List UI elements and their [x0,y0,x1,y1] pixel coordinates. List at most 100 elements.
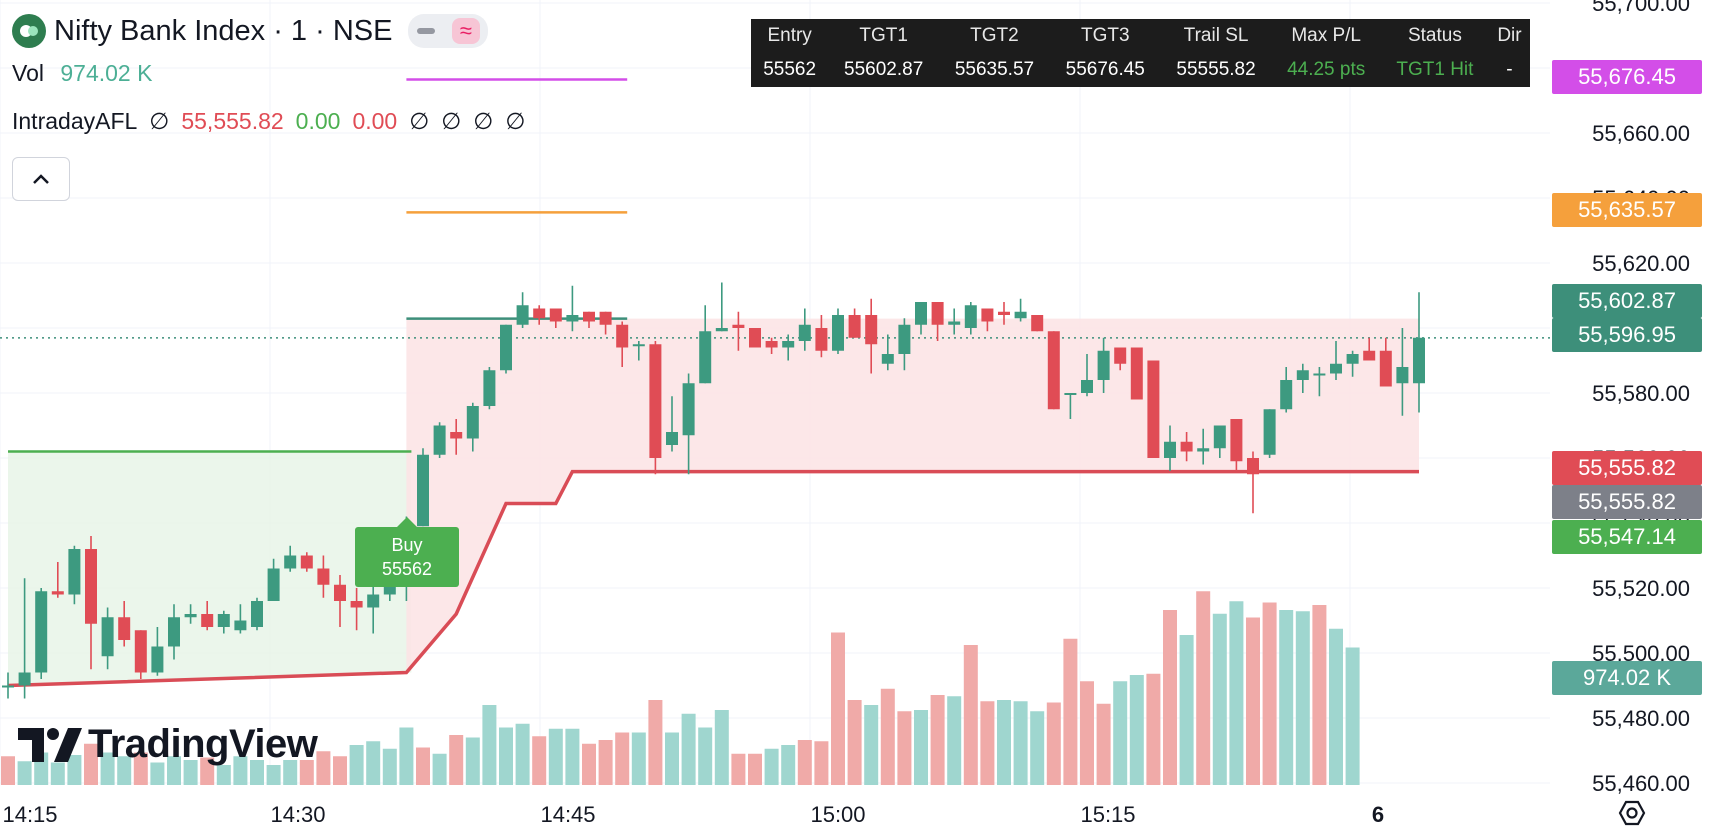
info-header: TGT1 [859,25,908,46]
info-tgt3: 55676.45 [1065,59,1145,80]
candle-body [1197,448,1210,452]
collapse-legend-button[interactable] [12,157,70,201]
gear-outline [1618,800,1646,826]
symbol-title[interactable]: Nifty Bank Index · 1 · NSE [54,14,393,47]
candle-body [898,324,911,354]
candle-body [782,341,795,348]
candle-body [251,601,263,627]
candle-body [516,305,529,325]
info-status: TGT1 Hit [1396,59,1474,80]
volume-bar [548,728,563,785]
candle-body [632,344,645,347]
candle-body [201,614,214,627]
volume-bar [117,756,132,785]
volume-bar [349,745,364,785]
volume-bar [250,760,264,785]
volume-bar [714,710,729,785]
indicator-legend[interactable]: IntradayAFL ∅ 55,555.82 0.00 0.00 ∅ ∅ ∅ … [12,104,525,138]
y-axis-tick-label: 55,480.00 [1592,706,1690,731]
candle-body [998,311,1010,315]
candle-body [981,308,994,322]
candle-body [699,331,712,384]
volume-bar [382,748,397,785]
candle-body [583,311,595,322]
wave-icon[interactable]: ≈ [451,18,480,44]
candle-body [732,324,745,328]
volume-bar [631,732,646,785]
volume-bar [17,761,32,785]
candle-body [1296,370,1309,380]
price-tag[interactable]: 55,676.45 [1552,60,1702,94]
minus-icon[interactable] [416,28,435,34]
candle-body [1313,373,1326,376]
candle-body [118,617,131,640]
candle-body [1147,360,1160,458]
indicator-na-5: ∅ [505,107,526,134]
y-axis-tick-label: 55,580.00 [1592,381,1690,406]
volume-bar [1295,611,1310,785]
volume-bar [1345,647,1360,785]
candle-body [234,620,247,631]
volume-bar [648,700,663,785]
candle-body [85,549,97,624]
info-header: TGT2 [970,25,1019,46]
legend-toggle[interactable]: ≈ [408,14,489,48]
volume-bar [532,736,547,785]
candle-body [765,341,778,348]
volume-bar [814,741,829,785]
volume-bar [233,756,248,785]
price-tag[interactable]: 55,602.87 [1552,284,1702,318]
x-axis-tick-label: 14:30 [270,802,325,827]
candle-body [433,425,446,455]
volume-bar [897,711,912,785]
price-tag[interactable]: 55,555.82 [1552,451,1702,485]
candle-body [466,406,479,439]
price-tag[interactable]: 55,555.82 [1552,485,1702,519]
candle-body [931,302,944,325]
price-tag[interactable]: 55,547.14 [1552,520,1702,554]
volume-bar [183,760,198,785]
symbol-logo-icon [12,14,46,48]
volume-bar [150,762,165,785]
candle-body [1130,347,1143,400]
candle-body [483,370,496,406]
info-table-header-row: Entry TGT1 TGT2 TGT3 Trail SL Max P/L St… [751,19,1530,53]
candle-body [1180,441,1193,452]
candle-body [964,305,977,328]
x-axis-tick-label: 14:15 [2,802,57,827]
volume-bar [980,701,995,785]
info-header: Trail SL [1183,25,1249,46]
y-axis-tick-label: 55,620.00 [1592,251,1690,276]
price-tag[interactable]: 55,596.95 [1552,318,1702,352]
price-tag[interactable]: 55,635.57 [1552,193,1702,227]
candle-body [1280,380,1293,410]
volume-legend[interactable]: Vol 974.02 K [12,60,525,94]
info-max-pl: 44.25 pts [1287,59,1366,80]
candle-body [151,646,164,673]
candle-body [2,685,14,688]
volume-bar [1279,610,1294,785]
candle-body [715,328,728,332]
volume-bar [1080,681,1094,785]
candle-body [533,308,546,319]
info-header: Status [1407,25,1462,46]
volume-bar [1096,703,1111,785]
settings-gear-icon[interactable] [1618,800,1646,826]
x-axis-tick-label: 15:00 [810,802,865,827]
candle-body [1114,347,1127,364]
volume-bar [864,705,879,785]
volume-bar [515,723,530,785]
volume-bar [333,756,347,785]
candle-body [832,315,844,351]
volume-bar [665,732,679,785]
volume-bar [1196,591,1211,785]
price-tag[interactable]: 974.02 K [1552,661,1702,695]
candle-body [267,568,280,601]
candle-body [915,302,927,325]
tradingview-watermark[interactable]: TradingView [18,722,318,767]
y-axis-tick-label: 55,520.00 [1592,576,1690,601]
volume-bar [1179,635,1194,785]
chart-legend: Nifty Bank Index · 1 · NSE ≈ Vol 974.02 … [12,10,525,138]
candle-body [881,354,894,364]
